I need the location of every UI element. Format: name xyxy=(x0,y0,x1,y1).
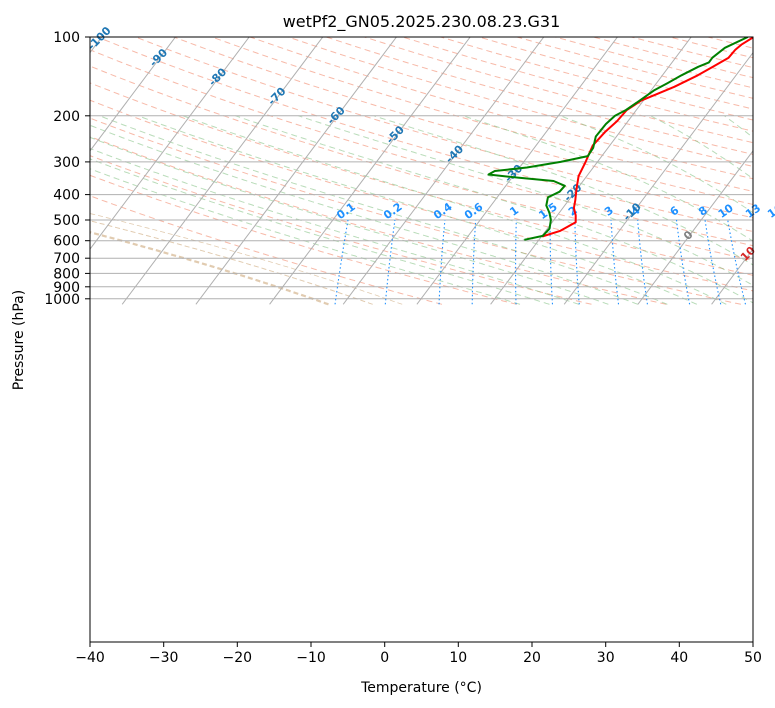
background-lines xyxy=(0,31,775,306)
x-tick-label: −20 xyxy=(223,650,253,666)
pressure-gridlines xyxy=(90,37,753,300)
isotherm-line xyxy=(490,37,692,305)
x-tick-label: −10 xyxy=(296,650,326,666)
isotherm-line xyxy=(342,37,545,305)
x-tick-label: −40 xyxy=(75,650,105,666)
dry-adiabat-line xyxy=(90,49,753,247)
moist-adiabat-line xyxy=(235,115,753,304)
x-axis-ticks: −40 −30 −20 −10 0 10 20 30 40 50 xyxy=(75,642,762,666)
x-axis-label: Temperature (°C) xyxy=(360,680,482,696)
y-tick-label: 800 xyxy=(53,266,80,282)
y-axis-label: Pressure (hPa) xyxy=(11,290,27,390)
mixing-ratio-label: 16 xyxy=(765,201,775,221)
isotherm-line xyxy=(195,37,398,305)
isotherm-line xyxy=(0,31,33,304)
moist-adiabat-line xyxy=(560,115,753,214)
dry-adiabat-line xyxy=(134,37,753,219)
mixing-ratio-line xyxy=(574,220,580,305)
x-tick-label: 0 xyxy=(380,650,389,666)
plot-frame xyxy=(89,36,754,643)
moist-adiabat-line xyxy=(99,115,668,305)
moist-adiabat-line xyxy=(138,115,698,305)
moist-adiabat-line xyxy=(90,158,550,305)
sounding-profiles xyxy=(487,37,753,241)
chart-title: wetPf2_GN05.2025.230.08.23.G31 xyxy=(283,12,561,32)
y-tick-label: 200 xyxy=(53,109,80,125)
moist-adiabat-line xyxy=(298,115,753,286)
moist-adiabat-line xyxy=(90,124,639,305)
dry-adiabat-line xyxy=(90,117,741,305)
dry-adiabat-line xyxy=(172,37,753,205)
mixing-ratio-line xyxy=(471,219,477,305)
isotherm-line xyxy=(90,37,250,250)
mixing-ratio-line xyxy=(549,220,554,305)
x-tick-label: 20 xyxy=(523,650,541,666)
dry-adiabat-line xyxy=(324,37,753,155)
dry-adiabat-line xyxy=(760,31,775,304)
mixing-ratio-lines xyxy=(334,219,775,305)
wet-bulb-curve xyxy=(90,213,403,305)
dewpoint-profile-line xyxy=(487,37,749,241)
y-tick-label: 1000 xyxy=(44,292,80,308)
y-tick-label: 500 xyxy=(53,213,80,229)
isotherm-line xyxy=(563,51,753,305)
dry-adiabat-line xyxy=(90,82,753,276)
wet-bulb-curve xyxy=(90,231,329,306)
moist-adiabat-line xyxy=(90,147,580,305)
x-tick-label: 10 xyxy=(449,650,467,666)
dry-adiabat-line xyxy=(90,195,443,305)
y-tick-label: 700 xyxy=(53,251,80,267)
x-tick-label: 50 xyxy=(744,650,762,666)
x-tick-label: 30 xyxy=(597,650,615,666)
y-tick-label: 400 xyxy=(53,188,80,204)
moist-adiabat-line xyxy=(182,115,727,305)
dry-adiabat-line xyxy=(248,37,753,180)
mixing-ratio-line xyxy=(515,219,517,305)
isotherm-line xyxy=(90,37,177,152)
mixing-ratio-line xyxy=(755,220,775,304)
y-tick-label: 300 xyxy=(53,155,80,171)
y-tick-label: 900 xyxy=(53,280,80,296)
y-tick-label: 600 xyxy=(53,234,80,250)
dry-adiabat-line xyxy=(90,99,753,292)
isotherm-line xyxy=(269,37,471,305)
isotherm-line xyxy=(637,150,753,305)
dry-adiabat-line xyxy=(90,174,517,305)
moist-adiabat-line xyxy=(90,136,609,305)
x-tick-label: −30 xyxy=(149,650,179,666)
plot-background xyxy=(90,37,753,642)
temperature-profile-line xyxy=(541,37,753,238)
y-tick-label: 100 xyxy=(53,30,80,46)
dry-adiabat-line xyxy=(90,155,592,305)
mixing-ratio-line xyxy=(438,219,446,305)
isotherm-line xyxy=(121,37,324,305)
wet-bulb-curve xyxy=(90,220,373,305)
x-tick-label: 40 xyxy=(670,650,688,666)
moist-adiabat-line xyxy=(373,115,753,266)
isotherm-line xyxy=(711,248,753,305)
